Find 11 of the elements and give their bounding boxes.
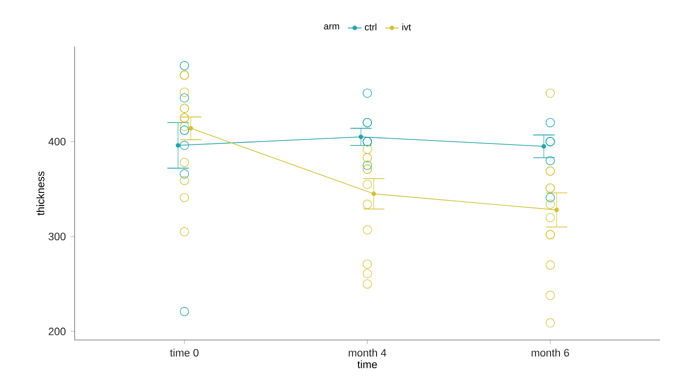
legend-label: ivt — [402, 24, 411, 30]
y-tick-label: 300 — [48, 232, 66, 240]
y-axis-title: thickness — [36, 171, 44, 216]
x-axis-title: time — [357, 360, 377, 368]
x-tick-label: month 4 — [348, 348, 386, 357]
x-tick-label: time 0 — [170, 348, 199, 357]
y-tick-label: 200 — [48, 328, 66, 336]
legend-title: arm — [324, 24, 340, 30]
y-tick-label: 400 — [48, 138, 66, 146]
legend-label: ctrl — [364, 24, 376, 30]
x-tick-label: month 6 — [532, 348, 570, 357]
